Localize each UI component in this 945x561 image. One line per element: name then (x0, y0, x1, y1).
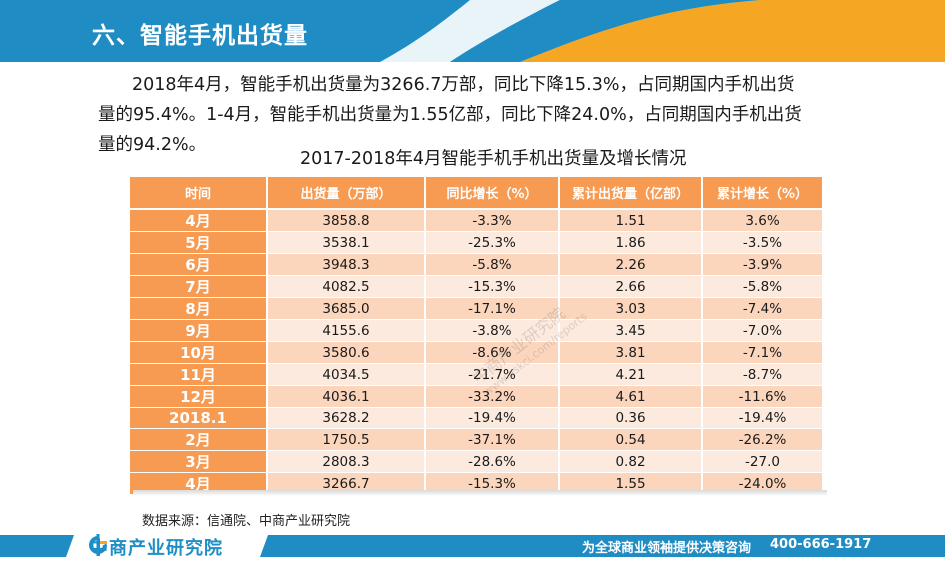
table-row: 2018.1 3628.2 -19.4% 0.36 -19.4% (130, 408, 824, 430)
table-row: 2月 1750.5 -37.1% 0.54 -26.2% (130, 429, 824, 452)
table-row: 11月 4034.5 -21.7% 4.21 -8.7% (130, 364, 824, 386)
cell-yoy: -33.2% (426, 386, 560, 408)
cell-cumulative: 0.82 (560, 451, 703, 474)
footer-slogan: 为全球商业领袖提供决策咨询 (582, 541, 752, 556)
cell-time: 2018.1 (130, 408, 268, 430)
header-banner: 六、智能手机出货量 (0, 0, 945, 62)
footer-bar: 中商产业研究院 为全球商业领袖提供决策咨询 400-666-1917 (0, 531, 945, 561)
cell-yoy: -21.7% (426, 364, 560, 386)
cell-cumulative: 1.86 (560, 232, 703, 254)
cell-yoy: -37.1% (426, 429, 560, 452)
cell-time: 12月 (130, 386, 268, 408)
logo-text: 中商产业研究院 (90, 538, 223, 559)
cell-shipment: 2808.3 (268, 451, 426, 474)
table-row: 4月 3858.8 -3.3% 1.51 3.6% (130, 210, 824, 232)
cell-shipment: 3685.0 (268, 298, 426, 320)
cell-cumulative: 3.03 (560, 298, 703, 320)
cell-time: 9月 (130, 320, 268, 342)
table-header-row: 时间 出货量（万部） 同比增长（%） 累计出货量（亿部） 累计增长（%） (130, 177, 824, 210)
cell-cumulative-growth: -5.8% (703, 276, 824, 298)
col-header-yoy: 同比增长（%） (426, 177, 560, 210)
summary-paragraph: 2018年4月，智能手机出货量为3266.7万部，同比下降15.3%，占同期国内… (98, 70, 858, 160)
paragraph-line-1: 2018年4月，智能手机出货量为3266.7万部，同比下降15.3%，占同期国内… (132, 75, 795, 95)
table-title: 2017-2018年4月智能手机手机出货量及增长情况 (300, 149, 687, 169)
cell-time: 8月 (130, 298, 268, 320)
cell-cumulative-growth: -7.4% (703, 298, 824, 320)
table-row: 6月 3948.3 -5.8% 2.26 -3.9% (130, 254, 824, 276)
shipment-table-container: 时间 出货量（万部） 同比增长（%） 累计出货量（亿部） 累计增长（%） 4月 3… (130, 177, 824, 496)
cell-yoy: -8.6% (426, 342, 560, 364)
cell-cumulative-growth: 3.6% (703, 210, 824, 232)
cell-time: 7月 (130, 276, 268, 298)
cell-time: 6月 (130, 254, 268, 276)
cell-time: 2月 (130, 429, 268, 452)
cell-cumulative: 3.81 (560, 342, 703, 364)
col-header-shipment: 出货量（万部） (268, 177, 426, 210)
cell-cumulative: 4.21 (560, 364, 703, 386)
cell-shipment: 3628.2 (268, 408, 426, 430)
cell-shipment: 3858.8 (268, 210, 426, 232)
table-shadow (133, 490, 827, 496)
cell-shipment: 3580.6 (268, 342, 426, 364)
shipment-table: 时间 出货量（万部） 同比增长（%） 累计出货量（亿部） 累计增长（%） 4月 3… (130, 177, 824, 496)
paragraph-line-3: 量的94.2%。 (98, 135, 207, 155)
cell-shipment: 3538.1 (268, 232, 426, 254)
table-row: 9月 4155.6 -3.8% 3.45 -7.0% (130, 320, 824, 342)
cell-cumulative-growth: -7.0% (703, 320, 824, 342)
table-row: 5月 3538.1 -25.3% 1.86 -3.5% (130, 232, 824, 254)
cell-yoy: -15.3% (426, 276, 560, 298)
cell-cumulative-growth: -8.7% (703, 364, 824, 386)
cell-time: 10月 (130, 342, 268, 364)
table-row: 4月 3266.7 -15.3% 1.55 -24.0% (130, 473, 824, 496)
cell-cumulative: 2.26 (560, 254, 703, 276)
header-background (0, 0, 945, 62)
footer-background (0, 535, 945, 557)
cell-cumulative-growth: -11.6% (703, 386, 824, 408)
table-row: 10月 3580.6 -8.6% 3.81 -7.1% (130, 342, 824, 364)
cell-yoy: -3.8% (426, 320, 560, 342)
cell-time: 4月 (130, 210, 268, 232)
cell-yoy: -19.4% (426, 408, 560, 430)
data-source: 数据来源：信通院、中商产业研究院 (142, 514, 351, 529)
cell-shipment: 3948.3 (268, 254, 426, 276)
paragraph-line-2: 量的95.4%。1-4月，智能手机出货量为1.55亿部，同比下降24.0%，占同… (98, 105, 802, 125)
cell-time: 3月 (130, 451, 268, 474)
logo-mark-icon (89, 534, 107, 556)
cell-cumulative: 2.66 (560, 276, 703, 298)
company-logo: 中商产业研究院 (86, 534, 223, 560)
cell-cumulative-growth: -7.1% (703, 342, 824, 364)
cell-cumulative: 1.51 (560, 210, 703, 232)
cell-yoy: -25.3% (426, 232, 560, 254)
cell-cumulative: 3.45 (560, 320, 703, 342)
cell-cumulative: 0.36 (560, 408, 703, 430)
cell-cumulative-growth: -27.0 (703, 451, 824, 474)
cell-cumulative: 4.61 (560, 386, 703, 408)
col-header-cumulative: 累计出货量（亿部） (560, 177, 703, 210)
table-body: 4月 3858.8 -3.3% 1.51 3.6% 5月 3538.1 -25.3% 1.86-… (130, 210, 824, 496)
table-row: 8月 3685.0 -17.1% 3.03 -7.4% (130, 298, 824, 320)
cell-shipment: 4034.5 (268, 364, 426, 386)
cell-cumulative-growth: -26.2% (703, 429, 824, 452)
cell-cumulative-growth: -3.5% (703, 232, 824, 254)
col-header-time: 时间 (130, 177, 268, 210)
cell-cumulative-growth: -3.9% (703, 254, 824, 276)
table-row: 3月 2808.3 -28.6% 0.82 -27.0 (130, 451, 824, 474)
page-title: 六、智能手机出货量 (92, 23, 308, 49)
cell-shipment: 4036.1 (268, 386, 426, 408)
cell-yoy: -17.1% (426, 298, 560, 320)
cell-shipment: 4155.6 (268, 320, 426, 342)
col-header-cumulative-growth: 累计增长（%） (703, 177, 824, 210)
cell-shipment: 1750.5 (268, 429, 426, 452)
table-row: 7月 4082.5 -15.3% 2.66 -5.8% (130, 276, 824, 298)
cell-yoy: -28.6% (426, 451, 560, 474)
cell-shipment: 4082.5 (268, 276, 426, 298)
cell-time: 11月 (130, 364, 268, 386)
cell-yoy: -5.8% (426, 254, 560, 276)
cell-yoy: -3.3% (426, 210, 560, 232)
cell-time: 5月 (130, 232, 268, 254)
table-row: 12月 4036.1 -33.2% 4.61 -11.6% (130, 386, 824, 408)
cell-cumulative-growth: -19.4% (703, 408, 824, 430)
cell-cumulative: 0.54 (560, 429, 703, 452)
footer-phone: 400-666-1917 (770, 537, 872, 552)
